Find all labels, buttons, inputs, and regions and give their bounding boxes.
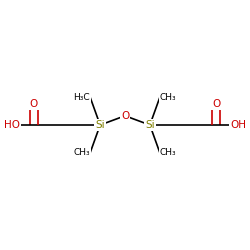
Text: CH₃: CH₃ — [160, 148, 176, 157]
Text: Si: Si — [95, 120, 105, 130]
Text: Si: Si — [145, 120, 155, 130]
Text: CH₃: CH₃ — [74, 148, 90, 157]
Text: CH₃: CH₃ — [160, 93, 176, 102]
Text: OH: OH — [230, 120, 246, 130]
Text: H₃C: H₃C — [74, 93, 90, 102]
Text: O: O — [30, 99, 38, 109]
Text: O: O — [212, 99, 220, 109]
Text: HO: HO — [4, 120, 20, 130]
Text: O: O — [121, 111, 129, 121]
